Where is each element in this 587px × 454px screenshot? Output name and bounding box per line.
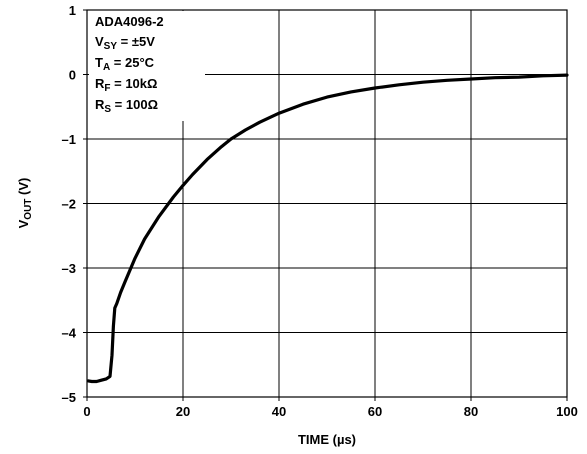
y-tick-label: 0 [69,68,76,83]
annotation-line-temperature: TA = 25°C [95,55,155,73]
y-tick-labels: 1 0 –1 –2 –3 –4 –5 [62,3,77,405]
x-tick-label: 80 [464,404,478,419]
y-tick-label: –2 [62,197,76,212]
tick-marks [83,9,568,401]
x-tick-label: 0 [83,404,90,419]
y-axis-title-sub: OUT [23,199,34,220]
series-layer [86,73,569,384]
x-tick-label: 40 [272,404,286,419]
y-axis-title: VOUT (V) [16,178,34,229]
y-tick-label: –1 [62,132,76,147]
x-tick-label: 20 [176,404,190,419]
y-tick-label: –3 [62,261,76,276]
annotation-line-rs: RS = 100Ω [95,97,158,115]
y-tick-label: 1 [69,3,76,18]
x-axis-title: TIME (µs) [298,432,356,447]
annotation-block: ADA4096-2 VSY = ±5V TA = 25°C RF = 10kΩ … [95,14,164,115]
y-axis-title-unit: (V) [16,178,31,199]
x-tick-labels: 0 20 40 60 80 100 [83,404,577,419]
annotation-line-supply: VSY = ±5V [95,34,155,52]
annotation-line-device: ADA4096-2 [95,14,164,29]
annotation-background [89,11,205,121]
series-line [86,73,569,384]
y-tick-label: –4 [62,326,77,341]
y-tick-label: –5 [62,390,76,405]
y-axis-title-main: V [16,219,31,228]
annotation-line-rf: RF = 10kΩ [95,76,157,94]
x-tick-label: 60 [368,404,382,419]
x-tick-label: 100 [556,404,578,419]
